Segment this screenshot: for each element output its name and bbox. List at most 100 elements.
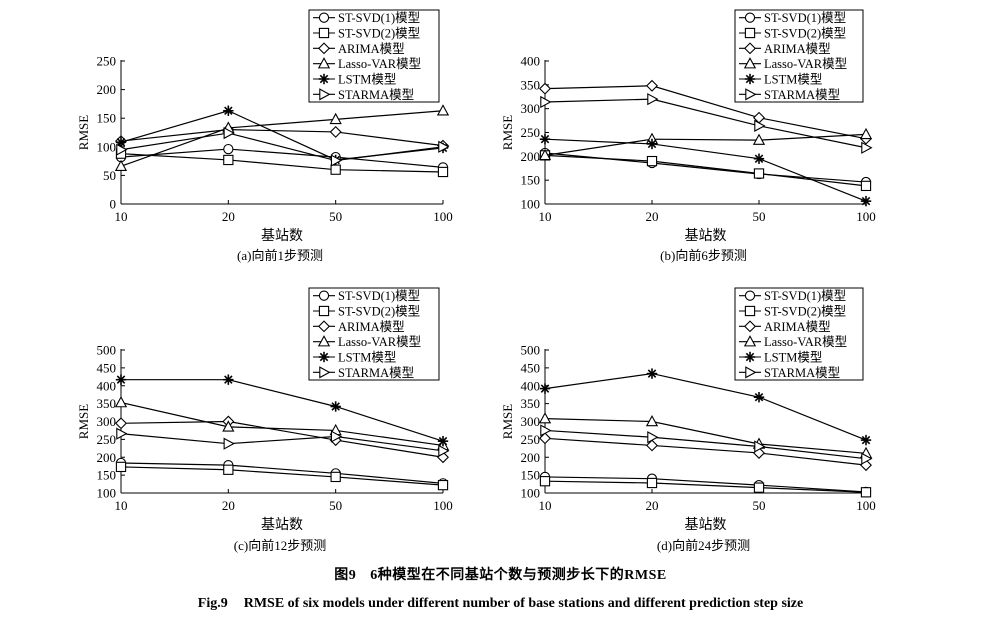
data-point xyxy=(223,126,235,140)
legend-label: Lasso-VAR模型 xyxy=(764,57,847,71)
data-point xyxy=(223,143,234,155)
data-point xyxy=(646,439,658,452)
legend-marker xyxy=(318,27,330,39)
series-5 xyxy=(115,374,449,447)
legend: ST-SVD(1)模型 ST-SVD(2)模型ARIMA模型Lasso-VAR模型… xyxy=(308,287,440,381)
data-point xyxy=(115,461,127,473)
asterisk-stroke xyxy=(319,74,329,84)
data-point xyxy=(540,95,552,109)
series-line xyxy=(544,418,867,454)
legend-marker xyxy=(319,366,331,379)
y-tick-label: 500 xyxy=(97,343,117,358)
y-tick-label: 250 xyxy=(521,125,541,140)
data-point xyxy=(539,432,551,445)
legend-marker xyxy=(318,42,330,55)
series-line xyxy=(120,110,444,167)
y-tick-label: 450 xyxy=(521,360,541,375)
legend-marker xyxy=(744,290,756,301)
legend-item: ARIMA模型 xyxy=(739,42,831,56)
asterisk-stroke xyxy=(745,352,755,362)
legend-item: STARMA模型 xyxy=(313,88,414,102)
legend-item: STARMA模型 xyxy=(739,366,840,380)
x-tick-label: 100 xyxy=(433,209,453,224)
legend-item: ST-SVD(1)模型 xyxy=(313,289,420,303)
x-tick-label: 20 xyxy=(222,498,235,513)
y-tick-label: 450 xyxy=(97,360,117,375)
asterisk-stroke xyxy=(540,134,550,144)
legend-marker xyxy=(318,305,330,317)
y-tick-label: 150 xyxy=(521,468,541,483)
series-6 xyxy=(540,93,873,154)
data-point xyxy=(223,105,234,116)
series-4 xyxy=(538,412,873,459)
data-point xyxy=(438,140,450,153)
legend-marker xyxy=(743,57,757,69)
series-line xyxy=(120,466,444,486)
x-tick-label: 20 xyxy=(222,209,235,224)
asterisk-stroke xyxy=(438,436,448,446)
series-line xyxy=(544,85,867,140)
data-point xyxy=(647,93,659,106)
series-line xyxy=(544,138,867,202)
x-tick-label: 100 xyxy=(856,498,876,513)
series-line xyxy=(121,379,444,442)
y-tick-label: 100 xyxy=(97,139,117,154)
x-tick-label: 50 xyxy=(329,498,342,513)
data-point xyxy=(330,401,341,412)
data-point xyxy=(539,133,551,145)
data-point xyxy=(753,168,765,179)
legend-label: LSTM模型 xyxy=(338,73,396,87)
legend-marker xyxy=(743,335,757,347)
series-1 xyxy=(115,143,449,173)
legend-item: ST-SVD(1)模型 xyxy=(313,11,420,25)
caption-chinese-text: 6种模型在不同基站个数与预测步长下的RMSE xyxy=(370,568,667,583)
series-line xyxy=(120,401,444,447)
series-line xyxy=(120,132,444,162)
asterisk-stroke xyxy=(224,375,233,384)
legend-label: ST-SVD(2)模型 xyxy=(764,305,846,319)
x-tick-label: 10 xyxy=(539,498,552,513)
series-line xyxy=(544,429,867,460)
series-line xyxy=(544,154,867,187)
y-tick-label: 200 xyxy=(521,450,541,465)
asterisk-stroke xyxy=(540,384,550,393)
legend-item: Lasso-VAR模型 xyxy=(739,335,847,349)
asterisk-stroke xyxy=(331,402,340,411)
legend-box xyxy=(734,287,864,381)
legend-label: ARIMA模型 xyxy=(764,320,831,334)
series-2 xyxy=(539,476,872,498)
legend-label: ARIMA模型 xyxy=(764,42,831,56)
legend-box xyxy=(308,9,440,103)
data-point xyxy=(539,383,551,394)
series-6 xyxy=(116,427,450,457)
legend-marker xyxy=(744,305,756,317)
legend-item: ST-SVD(2)模型 xyxy=(739,27,846,41)
legend-box xyxy=(308,287,440,381)
legend-label: STARMA模型 xyxy=(338,88,414,102)
figure-captions: 图9 6种模型在不同基站个数与预测步长下的RMSE Fig.9 RMSE of si… xyxy=(0,560,1001,612)
data-point xyxy=(646,368,658,379)
legend-item: ARIMA模型 xyxy=(739,320,831,334)
data-point xyxy=(645,414,659,427)
data-point xyxy=(752,133,766,145)
chart-panel-1: 0 50 100 150 200 250 10 20 50 100 RMSE 基站数 (a)向前1步预测… xyxy=(76,9,453,263)
legend: ST-SVD(1)模型 ST-SVD(2)模型ARIMA模型Lasso-VAR模型… xyxy=(734,9,864,103)
data-point xyxy=(329,112,342,125)
legend-item: LSTM模型 xyxy=(739,351,822,365)
y-tick-label: 100 xyxy=(521,197,541,212)
x-tick-label: 10 xyxy=(115,498,128,513)
x-tick-label: 50 xyxy=(753,498,766,513)
series-4 xyxy=(114,395,450,451)
y-tick-label: 250 xyxy=(97,54,117,69)
data-point xyxy=(538,148,552,161)
asterisk-stroke xyxy=(647,369,657,378)
data-point xyxy=(437,479,449,491)
y-tick-label: 300 xyxy=(97,414,117,429)
data-point xyxy=(437,166,449,178)
asterisk-stroke xyxy=(319,352,329,362)
data-point xyxy=(114,159,128,171)
chart-subtitle: (d)向前24步预测 xyxy=(657,538,750,553)
legend-item: ST-SVD(2)模型 xyxy=(313,27,420,41)
legend-item: ARIMA模型 xyxy=(313,42,405,56)
data-point xyxy=(223,154,234,166)
